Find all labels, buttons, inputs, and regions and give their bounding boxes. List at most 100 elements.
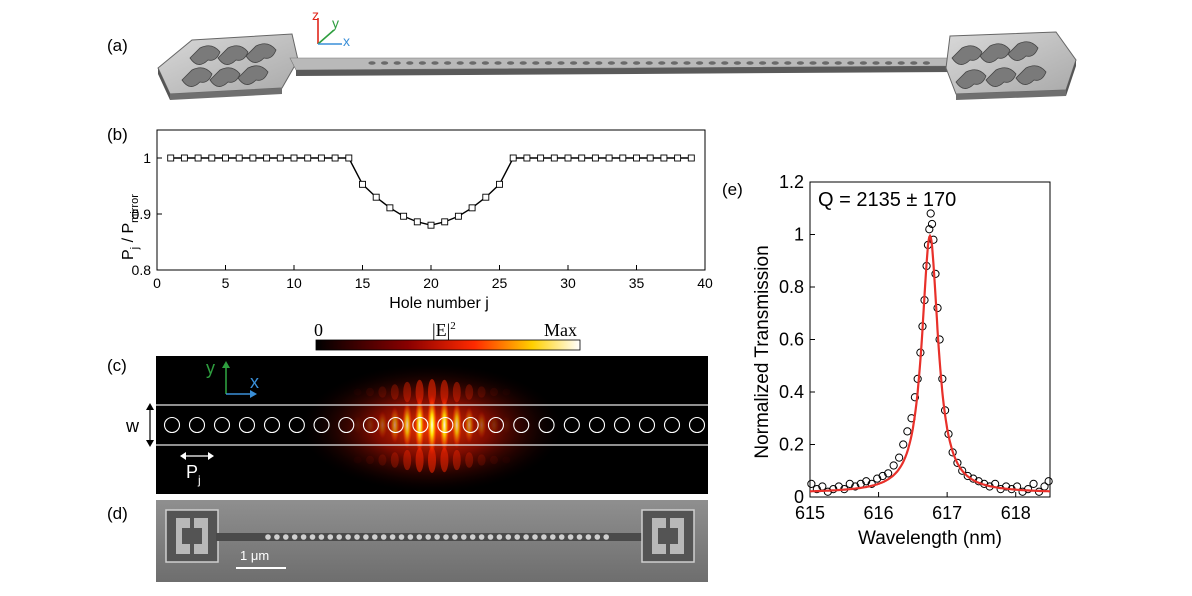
x-tick-label: 10 <box>286 275 302 291</box>
field-lobe-lower <box>354 457 362 464</box>
data-point <box>931 269 940 278</box>
data-point <box>509 154 517 162</box>
field-hole <box>213 416 231 434</box>
data-point <box>591 154 599 162</box>
sem-hole <box>567 534 574 540</box>
field-lobe-lower <box>440 447 449 473</box>
sem-hole <box>443 534 449 540</box>
field-lobe-lower <box>378 454 387 466</box>
data-point <box>482 193 490 201</box>
field-lobe <box>501 415 512 435</box>
sem-hole <box>274 534 280 540</box>
beam-hole <box>481 61 489 65</box>
y-tick-label: 1 <box>794 225 804 245</box>
q-factor-annotation: Q = 2135 ± 170 <box>818 189 956 211</box>
field-lobe-upper <box>477 386 486 398</box>
data-point <box>345 154 353 162</box>
plot-b-ylabel-mid: / P <box>120 223 137 247</box>
field-lobe-lower <box>477 454 486 466</box>
sem-hole <box>541 534 547 540</box>
panel-label-b: (b) <box>107 125 128 144</box>
data-point <box>537 154 545 162</box>
beam-hole <box>519 61 527 65</box>
y-tick-label: 0.2 <box>779 435 804 455</box>
data-point <box>454 212 462 220</box>
beam-hole <box>418 61 426 65</box>
field-lobe <box>352 415 363 435</box>
beam-hole <box>444 61 452 65</box>
data-point <box>167 154 175 162</box>
colorbar-title-main: |E| <box>432 320 450 340</box>
beam-hole <box>683 61 691 65</box>
plot-b-ylabel-main: P <box>120 249 137 260</box>
field-lobe-lower <box>428 447 436 473</box>
sem-hole <box>345 534 351 540</box>
field-lobe-upper <box>465 384 474 400</box>
field-intensity-map: y x w Pj <box>125 356 708 494</box>
x-tick-label: 20 <box>423 275 439 291</box>
data-point <box>807 479 816 488</box>
data-point <box>619 154 627 162</box>
field-hole <box>188 416 206 434</box>
lorentzian-fit-line <box>810 233 1050 493</box>
sem-hole <box>478 534 485 540</box>
data-point <box>276 154 284 162</box>
data-point <box>925 225 934 234</box>
sem-hole <box>505 534 512 540</box>
sem-hole <box>496 534 503 540</box>
sem-hole <box>523 534 529 540</box>
field-hole <box>362 416 380 434</box>
data-point <box>903 427 912 436</box>
field-lobe-lower <box>403 449 412 471</box>
field-hole <box>462 416 479 434</box>
field-lobe <box>402 401 413 449</box>
field-lobe-lower <box>502 457 510 464</box>
field-lobe <box>365 414 375 436</box>
field-lobe-lower <box>452 449 461 471</box>
sem-hole <box>532 534 538 540</box>
data-point <box>304 154 312 162</box>
data-point <box>523 154 531 162</box>
beam-rendering-3d: z y x <box>157 7 1077 100</box>
data-point <box>927 219 937 229</box>
data-point <box>873 474 882 483</box>
colorbar-title: |E|2 <box>432 320 456 340</box>
data-point <box>674 154 682 162</box>
beam-hole <box>696 61 704 65</box>
beam-hole <box>456 61 464 65</box>
data-point <box>963 471 972 481</box>
data-point <box>564 154 572 162</box>
data-point <box>222 154 229 162</box>
sem-hole <box>594 534 601 540</box>
field-lobe-upper <box>452 381 461 403</box>
colorbar-gradient <box>315 339 581 351</box>
beam-hole <box>721 61 729 65</box>
x-tick-label: 15 <box>355 275 371 291</box>
sem-hole <box>336 534 342 540</box>
field-hole <box>688 416 706 434</box>
x-tick-label: 615 <box>795 503 825 523</box>
field-lobe <box>476 411 487 439</box>
field-hole <box>513 416 530 434</box>
period-profile-line <box>170 157 692 226</box>
data-point <box>1018 487 1027 496</box>
y-tick-label: 0 <box>794 487 804 507</box>
beam-hole <box>796 61 805 65</box>
sem-hole <box>434 534 440 540</box>
x-tick-label: 618 <box>1001 503 1031 523</box>
data-point <box>1023 485 1033 494</box>
field-lobe-lower <box>366 455 374 465</box>
data-point <box>899 440 908 449</box>
panel-label-a: (a) <box>107 36 128 55</box>
x-tick-label: 35 <box>629 275 645 291</box>
sem-hole <box>265 534 271 540</box>
beam-hole <box>834 61 842 65</box>
sem-hole <box>585 534 592 540</box>
x-tick-label: 40 <box>697 275 713 291</box>
y-tick-label: 0.6 <box>779 330 804 350</box>
beam-hole <box>544 61 552 65</box>
sem-hole <box>291 534 298 540</box>
panel-label-d: (d) <box>107 504 128 523</box>
beam-hole <box>469 61 477 65</box>
data-point <box>935 335 944 344</box>
